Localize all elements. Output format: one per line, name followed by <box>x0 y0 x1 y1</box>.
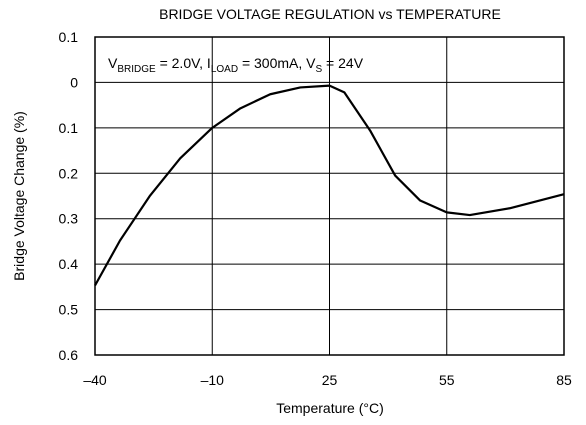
y-axis-label: Bridge Voltage Change (%) <box>11 111 27 281</box>
y-tick-label: 0.6 <box>59 347 79 363</box>
annotation-part: = 300mA, V <box>238 55 316 71</box>
data-line <box>94 84 565 287</box>
y-tick-label: 0.3 <box>59 211 79 227</box>
x-tick-label: 25 <box>322 372 338 388</box>
annotation: VBRIDGE = 2.0V, ILOAD = 300mA, VS = 24V <box>108 55 364 75</box>
y-tick-label: 0 <box>70 74 78 90</box>
x-tick-label: –40 <box>83 372 107 388</box>
y-tick-label: 0.2 <box>59 165 79 181</box>
x-tick-label: 85 <box>556 372 572 388</box>
x-axis-label: Temperature (°C) <box>276 400 384 416</box>
chart-title: BRIDGE VOLTAGE REGULATION vs TEMPERATURE <box>159 6 501 22</box>
y-tick-label: 0.1 <box>59 120 79 136</box>
x-tick-label: 55 <box>439 372 455 388</box>
annotation-part: S <box>316 64 323 75</box>
x-tick-label: –10 <box>201 372 225 388</box>
annotation-part: V <box>108 55 118 71</box>
annotation-part: = 24V <box>322 55 364 71</box>
annotation-part: BRIDGE <box>117 64 156 75</box>
plot-frame <box>94 36 565 356</box>
y-tick-label: 0.1 <box>59 29 79 45</box>
annotation-part: LOAD <box>211 64 238 75</box>
y-tick-label: 0.5 <box>59 302 79 318</box>
annotation-part: = 2.0V, I <box>156 55 211 71</box>
y-tick-label: 0.4 <box>59 256 79 272</box>
